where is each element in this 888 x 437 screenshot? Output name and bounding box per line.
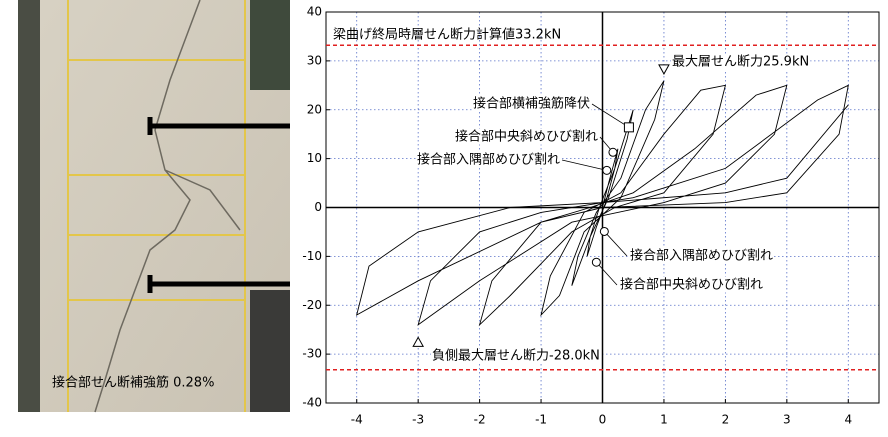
leader-line [562,160,607,170]
y-tick-label: -20 [302,298,322,312]
annotation-label: 負側最大層せん断力-28.0kN [432,349,600,364]
photo-caption: 接合部せん断補強筋 0.28% [52,375,214,391]
x-tick-label: 0 [599,413,607,427]
annotation-marker [413,337,423,346]
x-tick-label: -3 [412,413,424,427]
figure: 接合部せん断補強筋 0.28% -4-3-2-101234-40-30-20-1… [0,0,888,433]
leader-line [592,104,629,127]
y-tick-label: 30 [307,53,322,67]
annotation-marker [609,148,617,156]
x-tick-label: -2 [474,413,486,427]
photo-equipment [250,0,290,90]
annotation-marker [659,65,669,74]
x-tick-label: -1 [535,413,547,427]
y-tick-label: 10 [307,151,322,165]
leader-line [596,262,617,285]
x-tick-label: -4 [351,413,363,427]
photo-edge [18,0,40,412]
annotation-label: 接合部中央斜めひび割れ [455,129,598,145]
reference-label: 梁曲げ終局時層せん断力計算値33.2kN [333,27,561,43]
annotation-marker [592,258,600,266]
photo: 接合部せん断補強筋 0.28% [18,0,290,412]
annotation-label: 接合部横補強筋降伏 [473,96,590,112]
annotation-marker [624,123,633,132]
x-tick-label: 3 [783,413,791,427]
annotation-label: 最大層せん断力25.9kN [672,55,809,70]
y-tick-label: 0 [314,200,322,214]
y-tick-label: -30 [302,347,322,361]
photo-equipment [250,290,290,412]
x-tick-label: 2 [722,413,730,427]
y-tick-label: -10 [302,249,322,263]
annotation-label: 接合部入隅部めひび割れ [630,248,773,264]
x-tick-label: 1 [660,413,668,427]
y-tick-label: 20 [307,102,322,116]
photo-background [18,0,290,412]
annotation-label: 接合部中央斜めひび割れ [620,277,763,293]
annotation-label: 接合部入隅部めひび割れ [417,152,560,168]
annotation-marker [600,227,608,235]
x-tick-label: 4 [844,413,852,427]
annotation-marker [603,166,611,174]
y-tick-label: 40 [307,5,322,19]
leader-line [604,231,627,256]
y-tick-label: -40 [302,396,322,410]
